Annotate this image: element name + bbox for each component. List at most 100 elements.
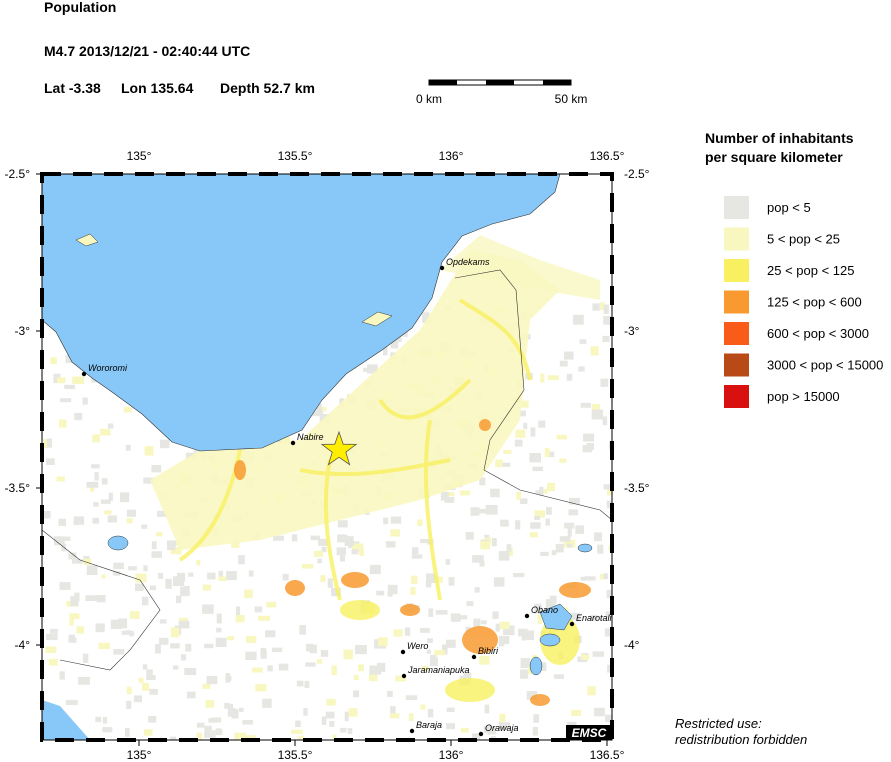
land-cell <box>245 635 257 643</box>
land-cell <box>155 644 161 654</box>
land-cell <box>196 732 202 740</box>
land-cell <box>135 573 147 583</box>
place-dot <box>569 621 575 627</box>
land-cell <box>319 406 327 412</box>
land-cell <box>95 623 105 633</box>
land-cell <box>50 357 57 365</box>
land-cell <box>493 577 505 587</box>
land-cell <box>555 543 564 553</box>
land-cell <box>90 484 95 492</box>
land-cell <box>426 649 431 654</box>
land-cell <box>107 423 114 429</box>
land-cell <box>537 614 543 625</box>
land-cell <box>600 378 609 387</box>
land-cell <box>604 714 612 722</box>
land-cell <box>107 515 118 523</box>
land-cell <box>128 566 137 571</box>
land-cell <box>581 654 590 660</box>
land-cell <box>547 375 559 381</box>
place-label: Opdekams <box>446 257 490 267</box>
land-cell <box>368 673 378 682</box>
land-cell <box>430 657 439 667</box>
land-cell <box>254 606 263 613</box>
lon-tick-label: 136° <box>439 748 464 762</box>
land-cell <box>518 628 528 637</box>
land-cell <box>344 711 349 722</box>
land-cell <box>491 537 497 547</box>
land-cell <box>548 451 555 458</box>
legend-title: Number of inhabitants <box>705 130 854 146</box>
land-cell <box>591 409 604 420</box>
land-cell <box>125 727 130 737</box>
land-cell <box>530 522 541 529</box>
land-cell <box>592 651 605 657</box>
land-cell <box>280 436 291 444</box>
land-cell <box>74 412 83 421</box>
land-cell <box>92 434 100 443</box>
land-cell <box>506 544 512 552</box>
land-cell <box>78 676 90 685</box>
land-cell <box>159 637 169 645</box>
land-cell <box>326 698 336 706</box>
land-cell <box>390 341 399 349</box>
land-cell <box>351 549 359 555</box>
land-cell <box>551 550 557 556</box>
land-cell <box>156 510 168 517</box>
land-cell <box>65 700 78 706</box>
land-cell <box>466 601 474 607</box>
land-cell <box>272 535 284 541</box>
land-cell <box>239 707 244 712</box>
lat-tick-label: -2.5° <box>5 167 31 181</box>
land-cell <box>186 691 196 699</box>
land-cell <box>404 627 411 636</box>
land-cell <box>202 584 212 591</box>
land-cell <box>545 599 556 609</box>
land-cell <box>206 675 218 685</box>
land-cell <box>559 536 571 542</box>
land-cell <box>602 416 608 426</box>
land-cell <box>474 587 480 593</box>
land-cell <box>607 487 612 496</box>
land-cell <box>519 498 528 504</box>
land-cell <box>545 518 550 526</box>
land-cell <box>245 651 257 660</box>
legend-swatch <box>724 322 749 345</box>
land-cell <box>305 662 316 667</box>
scale-bar: 0 km 50 km <box>416 79 587 106</box>
land-cell <box>408 713 414 721</box>
land-cell <box>597 544 604 554</box>
land-cell <box>169 736 177 740</box>
land-cell <box>134 583 144 591</box>
lon-tick-label: 135.5° <box>278 748 313 762</box>
land-cell <box>559 360 568 367</box>
land-cell <box>470 507 480 516</box>
land-cell <box>265 630 276 638</box>
land-cell <box>564 522 575 529</box>
land-cell <box>133 695 143 703</box>
land-cell <box>420 704 426 710</box>
land-cell <box>126 518 133 524</box>
place-dot <box>409 728 415 734</box>
land-cell <box>255 684 267 692</box>
land-cell <box>68 637 77 643</box>
land-cell <box>420 538 428 544</box>
land-cell <box>540 373 545 383</box>
land-cell <box>532 654 537 660</box>
land-cell <box>61 536 71 541</box>
land-cell <box>359 549 365 556</box>
place-label: Enarotali <box>576 613 613 623</box>
land-cell <box>159 619 167 624</box>
land-cell <box>590 346 599 356</box>
land-cell <box>575 525 585 534</box>
land-cell <box>218 576 227 581</box>
land-cell <box>235 606 241 616</box>
event-depth: Depth 52.7 km <box>220 80 315 96</box>
land-cell <box>515 429 526 438</box>
land-cell <box>498 641 505 647</box>
lat-tick-label: -3° <box>15 324 31 338</box>
land-cell <box>58 518 67 526</box>
land-cell <box>141 596 149 606</box>
land-cell <box>73 520 79 526</box>
land-cell <box>271 647 283 652</box>
